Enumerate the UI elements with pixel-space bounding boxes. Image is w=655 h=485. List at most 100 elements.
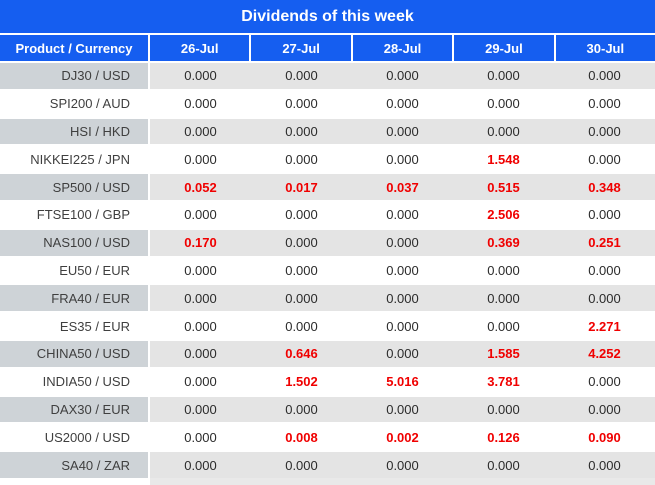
dividend-value-cell: 0.000	[150, 313, 251, 339]
dividend-value-cell: 0.000	[453, 285, 554, 312]
dividend-value-cell: 0.000	[554, 257, 655, 284]
dividend-value-cell: 0.000	[453, 90, 554, 117]
dividend-value-cell: 0.000	[554, 146, 655, 173]
dividend-value-cell: 0.000	[554, 285, 655, 312]
product-cell: US2000 / USD	[0, 424, 150, 451]
dividend-value-cell: 0.000	[150, 118, 251, 145]
product-cell: CHINA50 / USD	[0, 340, 150, 367]
table-row: NIKKEI225 / JPN 0.000 0.000 0.000 1.548 0.00…	[0, 144, 655, 173]
footer-strip	[0, 478, 655, 485]
column-header: 26-Jul	[150, 35, 252, 61]
dividend-value-cell: 0.008	[251, 424, 352, 451]
product-cell: FTSE100 / GBP	[0, 201, 150, 228]
dividend-value-cell: 0.000	[150, 340, 251, 367]
dividend-value-cell: 0.000	[352, 340, 453, 367]
dividend-value-cell: 0.000	[251, 313, 352, 339]
dividend-value-cell: 0.002	[352, 424, 453, 451]
dividend-value-cell: 0.000	[251, 396, 352, 423]
product-cell: FRA40 / EUR	[0, 285, 150, 312]
dividend-value-cell: 0.000	[150, 285, 251, 312]
column-header: 27-Jul	[251, 35, 353, 61]
dividend-value-cell: 0.000	[453, 313, 554, 339]
dividend-value-cell: 3.781	[453, 368, 554, 395]
dividend-value-cell: 0.000	[453, 396, 554, 423]
table-row: EU50 / EUR 0.000 0.000 0.000 0.000 0.000	[0, 255, 655, 284]
dividend-value-cell: 0.000	[251, 63, 352, 89]
dividend-value-cell: 1.548	[453, 146, 554, 173]
dividend-value-cell: 0.000	[352, 257, 453, 284]
dividend-value-cell: 0.000	[352, 313, 453, 339]
dividend-value-cell: 0.000	[251, 201, 352, 228]
table-body: DJ30 / USD 0.000 0.000 0.000 0.000 0.000 SPI…	[0, 61, 655, 478]
table-row: DJ30 / USD 0.000 0.000 0.000 0.000 0.000	[0, 61, 655, 89]
dividend-value-cell: 0.000	[352, 63, 453, 89]
table-row: SP500 / USD 0.052 0.017 0.037 0.515 0.348	[0, 172, 655, 200]
dividend-value-cell: 0.000	[150, 201, 251, 228]
dividend-value-cell: 0.000	[251, 452, 352, 478]
dividend-value-cell: 0.170	[150, 229, 251, 256]
dividend-value-cell: 0.000	[150, 63, 251, 89]
product-cell: EU50 / EUR	[0, 257, 150, 284]
dividend-value-cell: 0.000	[150, 368, 251, 395]
dividend-value-cell: 0.000	[554, 90, 655, 117]
product-cell: DAX30 / EUR	[0, 396, 150, 423]
dividend-value-cell: 1.585	[453, 340, 554, 367]
dividend-value-cell: 0.000	[453, 63, 554, 89]
dividend-value-cell: 1.502	[251, 368, 352, 395]
table-row: NAS100 / USD 0.170 0.000 0.000 0.369 0.251	[0, 227, 655, 256]
dividend-value-cell: 0.090	[554, 424, 655, 451]
table-row: SA40 / ZAR 0.000 0.000 0.000 0.000 0.000	[0, 450, 655, 478]
dividend-value-cell: 0.348	[554, 174, 655, 200]
dividend-value-cell: 0.000	[251, 285, 352, 312]
dividend-value-cell: 0.000	[554, 368, 655, 395]
dividend-value-cell: 0.000	[251, 90, 352, 117]
dividend-value-cell: 0.000	[251, 118, 352, 145]
product-cell: INDIA50 / USD	[0, 368, 150, 395]
dividend-value-cell: 0.369	[453, 229, 554, 256]
column-header: 28-Jul	[352, 35, 455, 61]
dividend-value-cell: 0.000	[150, 146, 251, 173]
dividend-value-cell: 5.016	[352, 368, 453, 395]
dividend-value-cell: 0.052	[150, 174, 251, 200]
product-cell: NAS100 / USD	[0, 229, 150, 256]
dividend-value-cell: 0.000	[352, 118, 453, 145]
footer-label-area	[0, 478, 150, 485]
dividend-value-cell: 4.252	[554, 340, 655, 367]
dividend-value-cell: 2.271	[554, 313, 655, 339]
product-cell: NIKKEI225 / JPN	[0, 146, 150, 173]
dividend-value-cell: 0.646	[251, 340, 352, 367]
dividend-value-cell: 0.126	[453, 424, 554, 451]
widget-title: Dividends of this week	[0, 0, 655, 33]
dividend-value-cell: 0.000	[453, 118, 554, 145]
dividend-value-cell: 0.251	[554, 229, 655, 256]
dividend-value-cell: 0.000	[554, 452, 655, 478]
table-row: FRA40 / EUR 0.000 0.000 0.000 0.000 0.000	[0, 283, 655, 312]
dividend-value-cell: 0.000	[352, 90, 453, 117]
dividend-value-cell: 0.017	[251, 174, 352, 200]
table-row: HSI / HKD 0.000 0.000 0.000 0.000 0.000	[0, 116, 655, 145]
dividend-value-cell: 0.000	[150, 452, 251, 478]
dividend-value-cell: 0.000	[352, 229, 453, 256]
dividend-value-cell: 0.000	[453, 257, 554, 284]
column-header: Product / Currency	[0, 35, 150, 61]
dividend-value-cell: 0.000	[352, 146, 453, 173]
table-header-row: Product / Currency 26-Jul 27-Jul 28-Jul 29-J…	[0, 35, 655, 61]
dividend-value-cell: 0.000	[251, 146, 352, 173]
column-header: 30-Jul	[555, 35, 655, 61]
table-row: CHINA50 / USD 0.000 0.646 0.000 1.585 4.252	[0, 338, 655, 367]
table-row: FTSE100 / GBP 0.000 0.000 0.000 2.506 0.000	[0, 199, 655, 228]
dividend-value-cell: 0.000	[352, 285, 453, 312]
table-row: DAX30 / EUR 0.000 0.000 0.000 0.000 0.000	[0, 394, 655, 423]
dividend-value-cell: 0.000	[554, 396, 655, 423]
dividend-value-cell: 0.000	[150, 257, 251, 284]
dividend-value-cell: 0.000	[554, 118, 655, 145]
dividend-value-cell: 0.515	[453, 174, 554, 200]
dividend-value-cell: 0.000	[150, 90, 251, 117]
dividend-value-cell: 0.000	[352, 452, 453, 478]
dividend-value-cell: 0.000	[150, 396, 251, 423]
dividend-value-cell: 0.037	[352, 174, 453, 200]
dividend-value-cell: 0.000	[352, 201, 453, 228]
table-row: US2000 / USD 0.000 0.008 0.002 0.126 0.090	[0, 422, 655, 451]
product-cell: DJ30 / USD	[0, 63, 150, 89]
